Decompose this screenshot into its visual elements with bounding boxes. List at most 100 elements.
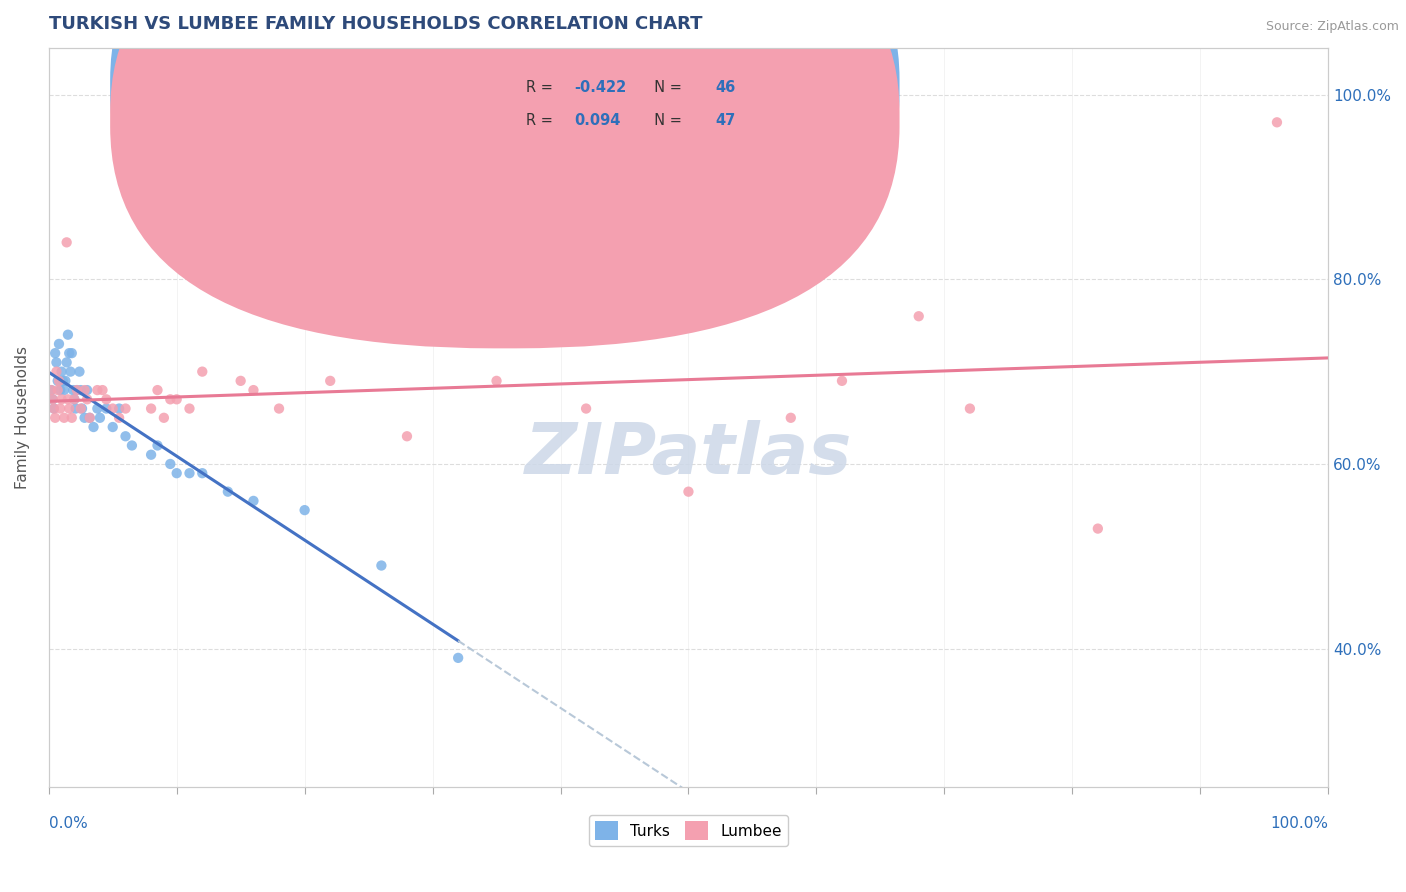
Point <box>79 410 101 425</box>
Point <box>179 466 201 480</box>
Point <box>229 374 252 388</box>
Point <box>55 374 77 388</box>
Point <box>69 383 91 397</box>
Point <box>114 429 136 443</box>
Point <box>242 383 264 397</box>
Point <box>447 651 470 665</box>
Point <box>101 401 124 416</box>
Point <box>73 383 96 397</box>
FancyBboxPatch shape <box>110 0 900 316</box>
Point <box>101 420 124 434</box>
Point <box>779 410 801 425</box>
Point <box>56 392 79 407</box>
FancyBboxPatch shape <box>110 0 900 349</box>
Y-axis label: Family Households: Family Households <box>15 346 30 490</box>
Point <box>63 392 86 407</box>
Point <box>73 410 96 425</box>
Point <box>46 383 69 397</box>
Point <box>191 466 214 480</box>
Text: N =: N = <box>645 112 686 128</box>
Point <box>48 374 70 388</box>
Point <box>63 392 86 407</box>
Point <box>60 410 83 425</box>
Point <box>146 438 169 452</box>
Point <box>575 401 598 416</box>
Point <box>52 374 75 388</box>
Text: 47: 47 <box>716 112 735 128</box>
Point <box>48 337 70 351</box>
Point <box>166 466 188 480</box>
Point <box>39 383 62 397</box>
Point <box>70 401 93 416</box>
Point <box>678 484 700 499</box>
Point <box>45 355 67 369</box>
Point <box>146 383 169 397</box>
Text: 0.0%: 0.0% <box>49 816 87 830</box>
Point <box>114 401 136 416</box>
Point <box>69 401 91 416</box>
Point <box>159 457 181 471</box>
Point <box>76 392 98 407</box>
Point <box>41 392 63 407</box>
Point <box>46 374 69 388</box>
Point <box>242 494 264 508</box>
Point <box>1087 522 1109 536</box>
Text: R =: R = <box>526 112 557 128</box>
Point <box>60 346 83 360</box>
Point <box>44 346 66 360</box>
Point <box>65 401 87 416</box>
Point <box>59 365 82 379</box>
Point <box>89 410 111 425</box>
Point <box>139 448 162 462</box>
Text: 46: 46 <box>716 80 735 95</box>
Point <box>959 401 981 416</box>
Point <box>907 310 929 324</box>
Point <box>53 410 76 425</box>
Point <box>76 383 98 397</box>
Point <box>53 383 76 397</box>
Point <box>58 346 80 360</box>
Point <box>96 401 118 416</box>
Point <box>1265 115 1288 129</box>
Point <box>159 392 181 407</box>
Point <box>42 401 65 416</box>
Point <box>55 355 77 369</box>
Text: 0.094: 0.094 <box>575 112 621 128</box>
Point <box>69 365 91 379</box>
Point <box>121 438 143 452</box>
Point <box>179 401 201 416</box>
Point <box>44 410 66 425</box>
Point <box>485 374 508 388</box>
Text: TURKISH VS LUMBEE FAMILY HOUSEHOLDS CORRELATION CHART: TURKISH VS LUMBEE FAMILY HOUSEHOLDS CORR… <box>49 15 702 33</box>
Point <box>66 383 89 397</box>
Point <box>191 365 214 379</box>
Point <box>91 383 114 397</box>
Point <box>294 503 316 517</box>
Point <box>49 383 72 397</box>
Point <box>217 484 239 499</box>
Point <box>51 392 73 407</box>
Text: R =: R = <box>526 80 557 95</box>
Point <box>395 429 418 443</box>
Point <box>39 383 62 397</box>
Point <box>66 383 89 397</box>
Point <box>319 374 342 388</box>
Point <box>55 235 77 250</box>
Text: Source: ZipAtlas.com: Source: ZipAtlas.com <box>1265 20 1399 33</box>
Point <box>267 401 290 416</box>
Point <box>83 420 105 434</box>
Point <box>49 401 72 416</box>
Point <box>56 327 79 342</box>
Legend: Turks, Lumbee: Turks, Lumbee <box>589 815 787 846</box>
FancyBboxPatch shape <box>471 56 848 155</box>
Point <box>139 401 162 416</box>
Point <box>86 383 108 397</box>
Point <box>45 365 67 379</box>
Point <box>166 392 188 407</box>
Point <box>41 392 63 407</box>
Point <box>370 558 392 573</box>
Point <box>108 410 131 425</box>
Point <box>58 401 80 416</box>
Point <box>62 383 84 397</box>
Text: ZIPatlas: ZIPatlas <box>524 420 852 489</box>
